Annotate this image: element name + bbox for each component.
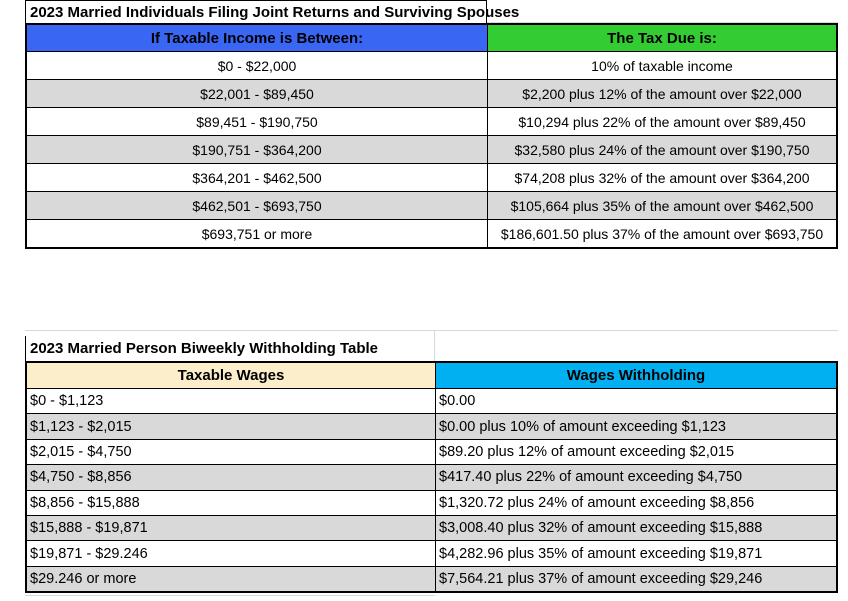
table-row: $0 - $22,000 10% of taxable income — [27, 52, 836, 79]
gridline — [434, 330, 435, 361]
table-cell[interactable]: $89.20 plus 12% of amount exceeding $2,0… — [439, 443, 735, 460]
table-row: $8,856 - $15,888 $1,320.72 plus 24% of am… — [27, 489, 836, 515]
table-cell[interactable]: $89,451 - $190,750 — [27, 108, 488, 135]
table-cell[interactable]: $10,294 plus 22% of the amount over $89,… — [518, 113, 806, 130]
table-cell[interactable]: $32,580 plus 24% of the amount over $190… — [514, 141, 810, 158]
gridline — [25, 330, 838, 331]
table-cell[interactable]: $364,201 - $462,500 — [27, 164, 488, 191]
table-row: $4,750 - $8,856 $417.40 plus 22% of amoun… — [27, 464, 836, 490]
federal-tax-table-body: $0 - $22,000 10% of taxable income $22,001… — [27, 52, 836, 247]
table-cell[interactable]: $417.40 plus 22% of amount exceeding $4,… — [439, 469, 743, 486]
gridline — [487, 22, 838, 23]
table-cell[interactable]: $0 - $22,000 — [27, 52, 488, 79]
withholding-table-header-row: Taxable Wages Wages Withholding — [27, 363, 836, 389]
column-header-tax-due[interactable]: The Tax Due is: — [488, 25, 836, 51]
column-header-taxable-wages[interactable]: Taxable Wages — [27, 363, 436, 388]
withholding-table: 2023 Married Person Biweekly Withholding… — [25, 336, 838, 594]
table-cell[interactable]: $29.246 or more — [27, 566, 436, 592]
table-row: $0 - $1,123 $0.00 — [27, 389, 836, 414]
withholding-table-grid: Taxable Wages Wages Withholding $0 - $1,… — [25, 361, 838, 594]
federal-tax-table-title[interactable]: 2023 Married Individuals Filing Joint Re… — [25, 0, 519, 23]
table-row: $29.246 or more $7,564.21 plus 37% of amo… — [27, 565, 836, 592]
federal-tax-table: 2023 Married Individuals Filing Joint Re… — [25, 0, 838, 249]
table-cell[interactable]: $8,856 - $15,888 — [27, 490, 436, 515]
federal-tax-table-grid: If Taxable Income is Between: The Tax Du… — [25, 23, 838, 249]
column-header-taxable-income[interactable]: If Taxable Income is Between: — [27, 25, 488, 51]
table-cell[interactable]: 10% of taxable income — [591, 57, 733, 74]
table-cell[interactable]: $2,015 - $4,750 — [27, 439, 436, 465]
table-cell[interactable]: $186,601.50 plus 37% of the amount over … — [500, 225, 824, 242]
federal-tax-table-header-row: If Taxable Income is Between: The Tax Du… — [27, 25, 836, 52]
table-cell[interactable]: $3,008.40 plus 32% of amount exceeding $… — [439, 520, 763, 537]
table-row: $2,015 - $4,750 $89.20 plus 12% of amount… — [27, 438, 836, 465]
table-cell[interactable]: $105,664 plus 35% of the amount over $46… — [510, 197, 814, 214]
table-cell[interactable]: $19,871 - $29.246 — [27, 541, 436, 566]
table-cell[interactable]: $190,751 - $364,200 — [27, 136, 488, 163]
table-row: $693,751 or more $186,601.50 plus 37% of … — [27, 219, 836, 247]
table-cell[interactable]: $0 - $1,123 — [27, 389, 436, 414]
gridline — [25, 595, 435, 596]
withholding-table-title[interactable]: 2023 Married Person Biweekly Withholding… — [25, 336, 435, 361]
table-row: $89,451 - $190,750 $10,294 plus 22% of th… — [27, 107, 836, 135]
table-row: $22,001 - $89,450 $2,200 plus 12% of the … — [27, 79, 836, 107]
table-cell[interactable]: $693,751 or more — [27, 220, 488, 247]
table-cell[interactable]: $2,200 plus 12% of the amount over $22,0… — [522, 85, 802, 102]
table-cell[interactable]: $7,564.21 plus 37% of amount exceeding $… — [439, 570, 763, 587]
withholding-table-body: $0 - $1,123 $0.00 $1,123 - $2,015 $0.00 plu… — [27, 389, 836, 592]
table-cell[interactable]: $15,888 - $19,871 — [27, 515, 436, 541]
table-row: $15,888 - $19,871 $3,008.40 plus 32% of a… — [27, 514, 836, 541]
table-cell[interactable]: $74,208 plus 32% of the amount over $364… — [514, 169, 810, 186]
table-row: $1,123 - $2,015 $0.00 plus 10% of amount … — [27, 413, 836, 439]
table-cell[interactable]: $1,320.72 plus 24% of amount exceeding $… — [439, 494, 755, 511]
table-cell[interactable]: $4,282.96 plus 35% of amount exceeding $… — [439, 545, 763, 562]
table-cell[interactable]: $0.00 plus 10% of amount exceeding $1,12… — [439, 418, 726, 435]
table-row: $190,751 - $364,200 $32,580 plus 24% of t… — [27, 135, 836, 163]
table-cell[interactable]: $1,123 - $2,015 — [27, 414, 436, 439]
table-cell[interactable]: $0.00 — [439, 393, 476, 410]
table-cell[interactable]: $462,501 - $693,750 — [27, 192, 488, 219]
column-header-wages-withholding[interactable]: Wages Withholding — [436, 363, 836, 388]
table-cell[interactable]: $22,001 - $89,450 — [27, 80, 488, 107]
table-row: $364,201 - $462,500 $74,208 plus 32% of t… — [27, 163, 836, 191]
table-cell[interactable]: $4,750 - $8,856 — [27, 465, 436, 490]
table-row: $19,871 - $29.246 $4,282.96 plus 35% of a… — [27, 540, 836, 566]
table-row: $462,501 - $693,750 $105,664 plus 35% of … — [27, 191, 836, 219]
